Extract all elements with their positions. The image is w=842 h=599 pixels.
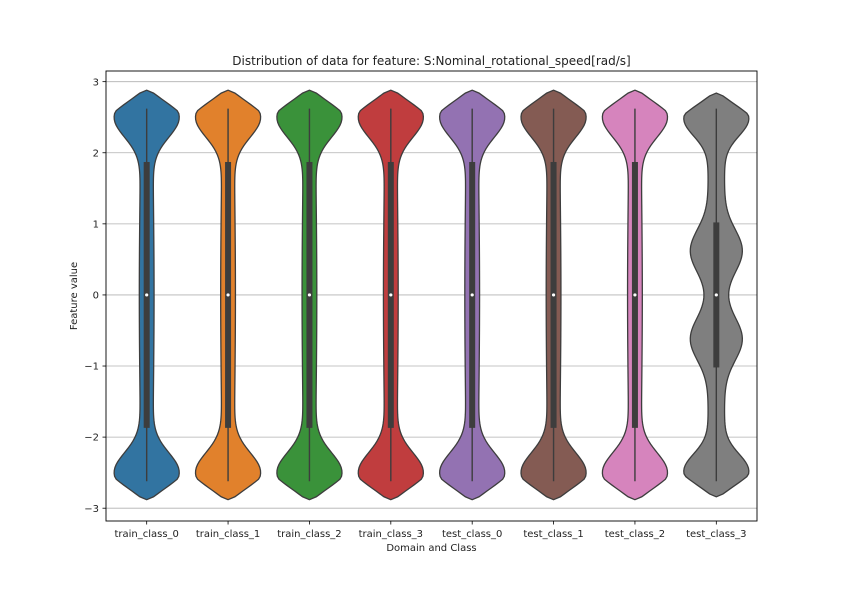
y-tick-label: 2 (93, 148, 99, 159)
x-tick-label: train_class_2 (277, 529, 341, 540)
x-tick-label: test_class_0 (442, 529, 502, 540)
median-point-train_class_2 (307, 293, 312, 297)
chart-title: Distribution of data for feature: S:Nomi… (232, 54, 630, 68)
y-tick-label: 3 (93, 77, 99, 88)
x-tick-label: train_class_1 (196, 529, 260, 540)
median-point-train_class_0 (145, 293, 149, 297)
y-tick-label: 1 (93, 219, 99, 230)
violin-layer (113, 89, 750, 501)
grid-layer (106, 81, 757, 509)
median-point-train_class_1 (226, 293, 230, 297)
median-point-test_class_3 (714, 293, 718, 297)
y-tick-label: −2 (84, 433, 99, 444)
x-tick-label: test_class_1 (523, 529, 583, 540)
y-axis-label: Feature value (69, 262, 80, 330)
x-tick-label: test_class_3 (686, 529, 746, 540)
x-tick-label: train_class_0 (114, 529, 178, 540)
plot-frame (105, 70, 758, 522)
median-point-train_class_3 (389, 293, 393, 297)
x-tick-label: test_class_2 (605, 529, 665, 540)
x-tick-label: train_class_3 (359, 529, 423, 540)
y-tick-label: −1 (84, 362, 99, 373)
median-point-test_class_0 (470, 293, 474, 297)
y-tick-label: 0 (93, 291, 99, 302)
median-point-test_class_2 (633, 293, 637, 297)
axis-layer: 3 2 1 0 −1 −2 −3 train_class_0 train_class_1 trai… (84, 77, 746, 540)
x-axis-label: Domain and Class (386, 543, 476, 554)
median-point-test_class_1 (551, 293, 556, 297)
plot-background (106, 71, 757, 521)
y-tick-label: −3 (84, 504, 99, 515)
